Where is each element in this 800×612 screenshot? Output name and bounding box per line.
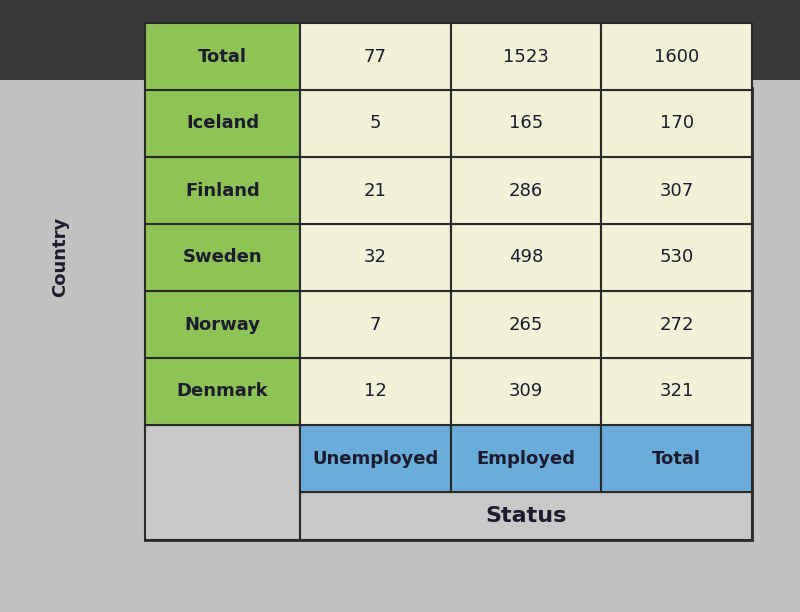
Text: 530: 530 <box>659 248 694 266</box>
Text: Iceland: Iceland <box>186 114 259 133</box>
Text: Total: Total <box>652 449 701 468</box>
Bar <box>602 90 752 157</box>
Text: 165: 165 <box>509 114 543 133</box>
Bar <box>602 23 752 90</box>
Bar <box>450 224 602 291</box>
Bar <box>450 358 602 425</box>
Bar <box>145 291 300 358</box>
Text: 321: 321 <box>659 382 694 400</box>
Bar <box>300 90 450 157</box>
Bar <box>145 23 300 90</box>
Text: 12: 12 <box>364 382 386 400</box>
Text: Norway: Norway <box>185 316 261 334</box>
Text: 77: 77 <box>364 48 387 65</box>
Bar <box>145 157 300 224</box>
Bar <box>450 23 602 90</box>
Bar <box>602 224 752 291</box>
Bar <box>300 425 450 492</box>
Text: 21: 21 <box>364 182 386 200</box>
Text: 286: 286 <box>509 182 543 200</box>
Text: 7: 7 <box>370 316 381 334</box>
Text: 5: 5 <box>370 114 381 133</box>
Text: 1523: 1523 <box>503 48 549 65</box>
Text: Status: Status <box>486 506 566 526</box>
Text: Sweden: Sweden <box>182 248 262 266</box>
Text: Employed: Employed <box>477 449 575 468</box>
Text: 265: 265 <box>509 316 543 334</box>
Bar <box>300 492 752 540</box>
Bar <box>602 291 752 358</box>
Bar <box>0 0 800 80</box>
Bar <box>0 80 800 612</box>
Bar <box>602 157 752 224</box>
Bar <box>145 88 752 540</box>
Text: 309: 309 <box>509 382 543 400</box>
Bar <box>145 358 300 425</box>
Text: 272: 272 <box>659 316 694 334</box>
Text: 498: 498 <box>509 248 543 266</box>
Bar <box>602 358 752 425</box>
Bar <box>145 425 300 540</box>
Bar <box>300 358 450 425</box>
Bar <box>300 23 450 90</box>
Text: 170: 170 <box>660 114 694 133</box>
Text: Total: Total <box>198 48 247 65</box>
Bar <box>450 90 602 157</box>
Bar <box>300 224 450 291</box>
Bar <box>602 425 752 492</box>
Text: Finland: Finland <box>185 182 260 200</box>
Bar <box>450 425 602 492</box>
Bar <box>450 157 602 224</box>
Text: 1600: 1600 <box>654 48 699 65</box>
Bar <box>450 291 602 358</box>
Text: Country: Country <box>51 217 69 297</box>
Text: 307: 307 <box>659 182 694 200</box>
Bar <box>145 224 300 291</box>
Text: 32: 32 <box>364 248 387 266</box>
Bar <box>145 90 300 157</box>
Bar <box>300 157 450 224</box>
Bar <box>300 291 450 358</box>
Text: Denmark: Denmark <box>177 382 268 400</box>
Text: Unemployed: Unemployed <box>312 449 438 468</box>
